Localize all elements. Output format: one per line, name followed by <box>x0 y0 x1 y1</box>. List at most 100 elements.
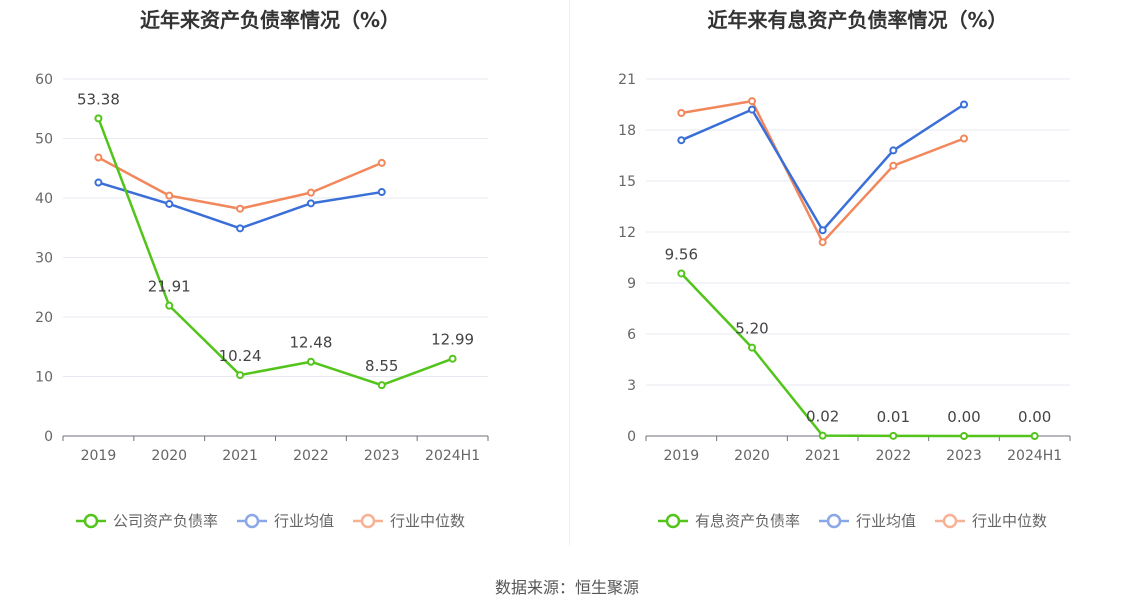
data-point <box>306 357 315 366</box>
x-tick-label: 2022 <box>293 448 329 464</box>
series-line <box>680 272 1035 438</box>
legend-item[interactable]: 行业均值 <box>236 510 334 531</box>
data-label: 9.56 <box>665 245 698 263</box>
data-point <box>377 381 386 390</box>
data-point <box>677 269 686 278</box>
x-tick-label: 2020 <box>734 448 770 464</box>
legend-left: 公司资产负债率 行业均值 行业中位数 <box>75 510 465 531</box>
data-point <box>94 153 103 162</box>
data-point <box>748 97 756 106</box>
data-point <box>1030 432 1039 440</box>
data-label: 10.24 <box>219 347 262 365</box>
data-point <box>748 343 756 352</box>
x-tick-label: 2024H1 <box>1007 448 1062 464</box>
source-note: 数据来源：恒生聚源 <box>494 578 639 597</box>
y-tick-label: 15 <box>618 174 636 190</box>
interest-debt-ratio-chart: 0 3 6 9 12 15 18 21 2019 2020 2021 2022 2023 2024H1 9.… <box>618 72 1071 464</box>
x-tick-label: 2022 <box>876 448 912 464</box>
data-point <box>236 371 245 380</box>
y-tick-label: 50 <box>35 132 53 148</box>
data-point <box>748 105 756 114</box>
data-point <box>165 191 174 200</box>
data-point <box>236 224 245 233</box>
legend-line-marker-icon <box>819 513 850 528</box>
series-line <box>680 103 965 232</box>
data-label: 12.48 <box>289 334 332 352</box>
legend-label: 行业均值 <box>856 512 917 530</box>
y-tick-label: 30 <box>35 251 53 267</box>
data-point <box>165 199 174 208</box>
data-point <box>677 136 686 145</box>
debt-ratio-chart: 0 10 20 30 40 50 60 2019 2020 2021 2022 2023 2024H1 5… <box>35 72 489 464</box>
data-point <box>377 158 386 167</box>
data-point <box>818 431 827 440</box>
chart-title-left: 近年来资产负债率情况（%） <box>139 8 401 32</box>
data-point <box>94 178 103 187</box>
legend-line-marker-icon <box>658 513 688 528</box>
data-point <box>94 114 103 123</box>
legend-label: 行业中位数 <box>972 512 1048 530</box>
y-tick-label: 21 <box>618 72 636 88</box>
data-label: 12.99 <box>431 331 474 349</box>
data-point <box>306 188 315 197</box>
data-point <box>960 100 968 109</box>
data-label: 0.00 <box>1018 408 1051 426</box>
legend-line-marker-icon <box>935 513 966 528</box>
legend-item[interactable]: 公司资产负债率 <box>75 510 218 531</box>
legend-item[interactable]: 行业中位数 <box>352 510 465 531</box>
data-label: 8.55 <box>365 357 398 375</box>
legend-label: 有息资产负债率 <box>695 512 801 530</box>
data-point <box>165 301 174 310</box>
data-point <box>236 204 245 213</box>
x-tick-label: 2019 <box>81 448 117 464</box>
y-tick-label: 10 <box>35 370 53 386</box>
legend-line-marker-icon <box>76 513 106 528</box>
data-point <box>960 432 968 440</box>
x-tick-label: 2024H1 <box>425 448 480 464</box>
data-label: 0.01 <box>877 408 910 426</box>
y-tick-label: 18 <box>618 123 636 139</box>
data-point <box>889 431 898 440</box>
legend-label: 公司资产负债率 <box>113 512 219 530</box>
data-point <box>677 109 686 117</box>
data-label: 0.02 <box>806 408 839 426</box>
data-label: 21.91 <box>148 278 191 296</box>
legend-line-marker-icon <box>237 513 268 528</box>
y-tick-label: 9 <box>627 276 636 292</box>
data-point <box>306 199 315 208</box>
x-tick-label: 2021 <box>805 448 841 464</box>
data-label: 0.00 <box>947 408 980 426</box>
data-label: 53.38 <box>77 90 120 108</box>
legend-item[interactable]: 行业中位数 <box>934 510 1047 531</box>
legend-item[interactable]: 有息资产负债率 <box>657 510 800 531</box>
data-label: 5.20 <box>735 320 768 338</box>
y-tick-label: 20 <box>35 310 53 326</box>
x-tick-label: 2020 <box>151 448 187 464</box>
data-point <box>448 354 457 363</box>
data-point <box>377 188 386 197</box>
legend-line-marker-icon <box>353 513 384 528</box>
legend-right: 有息资产负债率 行业均值 行业中位数 <box>657 510 1047 531</box>
y-tick-label: 3 <box>627 378 636 394</box>
y-tick-label: 40 <box>35 191 53 207</box>
x-tick-label: 2023 <box>946 448 982 464</box>
data-point <box>889 146 898 155</box>
y-tick-label: 0 <box>627 429 636 445</box>
x-tick-label: 2021 <box>222 448 258 464</box>
data-point <box>960 134 968 143</box>
series-line <box>97 117 454 387</box>
data-point <box>818 226 827 235</box>
data-point <box>889 161 898 170</box>
chart-title-right: 近年来有息资产负债率情况（%） <box>707 8 1008 32</box>
legend-item[interactable]: 行业均值 <box>818 510 916 531</box>
y-tick-label: 6 <box>627 327 636 343</box>
legend-label: 行业中位数 <box>390 512 466 530</box>
x-tick-label: 2023 <box>364 448 400 464</box>
y-tick-label: 12 <box>618 225 636 241</box>
series-line <box>97 156 383 210</box>
y-tick-label: 60 <box>35 72 53 88</box>
y-tick-label: 0 <box>44 429 53 445</box>
x-tick-label: 2019 <box>664 448 700 464</box>
chart-divider <box>569 0 570 545</box>
